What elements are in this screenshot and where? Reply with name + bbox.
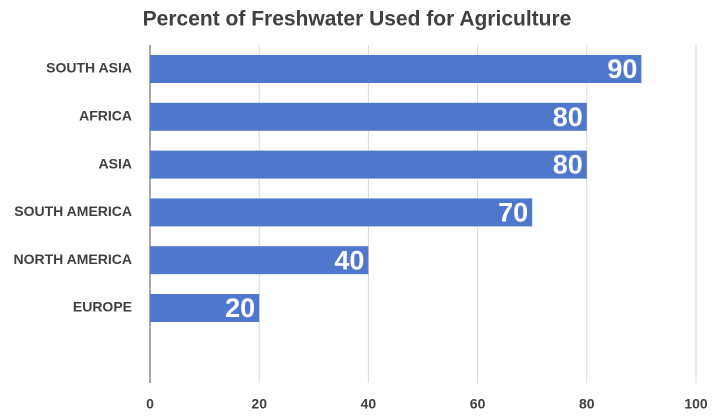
data-label: 80: [553, 102, 583, 132]
data-label: 70: [498, 198, 528, 228]
bar: [150, 198, 533, 227]
bar: [150, 246, 369, 275]
chart-title: Percent of Freshwater Used for Agricultu…: [143, 8, 572, 31]
data-label: 20: [225, 293, 255, 323]
y-tick-label: EUROPE: [73, 299, 132, 315]
x-tick-label: 60: [470, 396, 486, 412]
y-tick-label: SOUTH AMERICA: [14, 203, 132, 219]
data-label: 40: [334, 245, 364, 275]
x-tick-label: 100: [684, 396, 708, 412]
x-tick-label: 80: [579, 396, 595, 412]
data-label: 80: [553, 150, 583, 180]
y-tick-label: NORTH AMERICA: [14, 251, 132, 267]
x-tick-label: 20: [251, 396, 267, 412]
bar: [150, 294, 260, 322]
data-label: 90: [607, 54, 637, 84]
y-tick-label: AFRICA: [79, 108, 132, 124]
x-tick-label: 40: [361, 396, 377, 412]
y-tick-label: SOUTH ASIA: [46, 60, 132, 76]
y-tick-label: ASIA: [99, 155, 132, 171]
bar: [150, 102, 587, 131]
x-tick-label: 0: [146, 396, 154, 412]
bar: [150, 150, 587, 179]
bar: [150, 55, 642, 83]
